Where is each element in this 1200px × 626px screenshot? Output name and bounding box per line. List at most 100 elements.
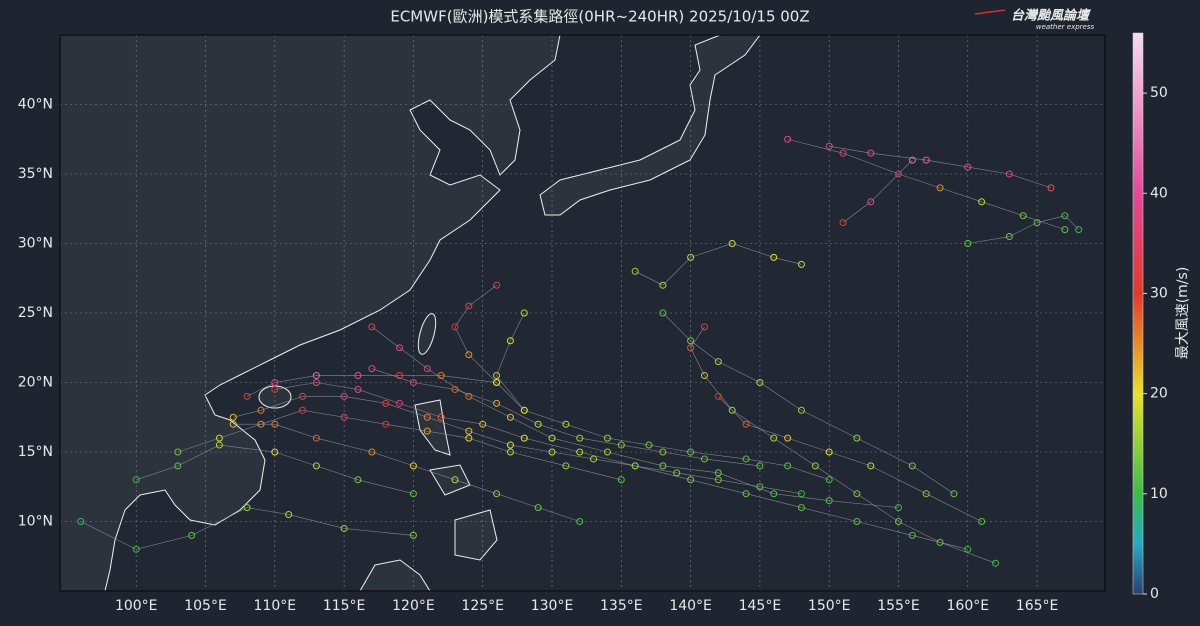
track-point <box>1005 170 1013 178</box>
track-point <box>797 490 805 498</box>
track-point <box>922 490 930 498</box>
track-point <box>825 142 833 150</box>
track-point <box>340 413 348 421</box>
track-line <box>787 138 1065 230</box>
track-line <box>136 444 414 494</box>
title: ECMWF(歐洲)模式系集路徑(0HR~240HR) 2025/10/15 00… <box>390 8 809 26</box>
track-point <box>673 469 681 477</box>
mindanao <box>454 509 498 561</box>
track-point <box>576 434 584 442</box>
track-point <box>770 434 778 442</box>
y-tick-label: 15°N <box>18 444 53 460</box>
track-point <box>645 441 653 449</box>
track-point <box>1061 226 1069 234</box>
track-point <box>867 198 875 206</box>
track-point <box>811 462 819 470</box>
track-line <box>829 145 1052 189</box>
track-point <box>770 253 778 261</box>
colorbar-tick-label: 40 <box>1150 185 1168 201</box>
track-point <box>354 385 362 393</box>
track-point <box>229 420 237 428</box>
track-point <box>936 538 944 546</box>
track-point <box>409 490 417 498</box>
track-point <box>756 483 764 491</box>
colorbar-tick-label: 20 <box>1150 386 1168 402</box>
track-line <box>233 396 802 494</box>
track-point <box>687 448 695 456</box>
track-point <box>590 455 598 463</box>
track-point <box>423 365 431 373</box>
track-point <box>964 163 972 171</box>
track-point <box>520 406 528 414</box>
track-point <box>894 518 902 525</box>
track-line <box>496 312 830 481</box>
track-point <box>174 448 182 456</box>
track-point <box>493 281 501 289</box>
track-point <box>520 434 528 442</box>
y-tick-label: 40°N <box>18 97 53 113</box>
track-point <box>894 504 902 512</box>
track-point <box>548 434 556 442</box>
track-point <box>382 399 390 407</box>
track-point <box>867 462 875 470</box>
track-line <box>718 396 982 522</box>
track-point <box>77 518 85 525</box>
logo-subtitle: weather express <box>1036 23 1095 31</box>
x-tick-label: 115°E <box>323 598 366 614</box>
track-point <box>312 462 320 470</box>
track-line <box>177 409 622 481</box>
track-point <box>382 420 390 428</box>
track-point <box>908 462 916 470</box>
track-point <box>271 379 279 386</box>
track-point <box>687 476 695 484</box>
track-point <box>978 198 986 206</box>
track-point <box>506 441 514 449</box>
track-line <box>662 312 955 494</box>
track-point <box>756 462 764 470</box>
track-point <box>465 427 473 435</box>
track-point <box>992 559 1000 567</box>
track-point <box>229 413 237 421</box>
x-tick-label: 150°E <box>808 598 851 614</box>
track-point <box>340 524 348 532</box>
track-point <box>867 149 875 157</box>
track-point <box>825 476 833 484</box>
x-tick-label: 120°E <box>392 598 435 614</box>
track-point <box>506 337 514 345</box>
track-point <box>576 448 584 456</box>
track-point <box>603 434 611 442</box>
track-point <box>534 420 542 428</box>
x-tick-label: 135°E <box>600 598 643 614</box>
track-point <box>797 260 805 268</box>
track-line <box>967 215 1079 244</box>
track-point <box>312 434 320 442</box>
x-tick-label: 160°E <box>947 598 990 614</box>
track-point <box>631 462 639 470</box>
track-point <box>853 518 861 525</box>
track-point <box>978 518 986 525</box>
track-point <box>839 149 847 157</box>
track-line <box>371 326 899 508</box>
track-point <box>1005 233 1013 241</box>
track-point <box>271 385 279 393</box>
track-point <box>825 497 833 505</box>
track-point <box>243 504 251 512</box>
track-line <box>690 326 996 564</box>
track-point <box>950 490 958 498</box>
track-point <box>465 302 473 310</box>
track-point <box>964 240 972 247</box>
track-point <box>396 399 404 407</box>
track-point <box>839 219 847 227</box>
track-point <box>617 441 625 449</box>
track-point <box>534 504 542 512</box>
track-point <box>174 462 182 470</box>
x-tick-label: 140°E <box>669 598 712 614</box>
track-point <box>1075 226 1083 234</box>
track-point <box>687 337 695 345</box>
track-point <box>631 267 639 275</box>
track-point <box>659 448 667 456</box>
colorbar <box>1132 32 1144 595</box>
track-point <box>700 372 708 380</box>
track-point <box>1061 212 1069 220</box>
